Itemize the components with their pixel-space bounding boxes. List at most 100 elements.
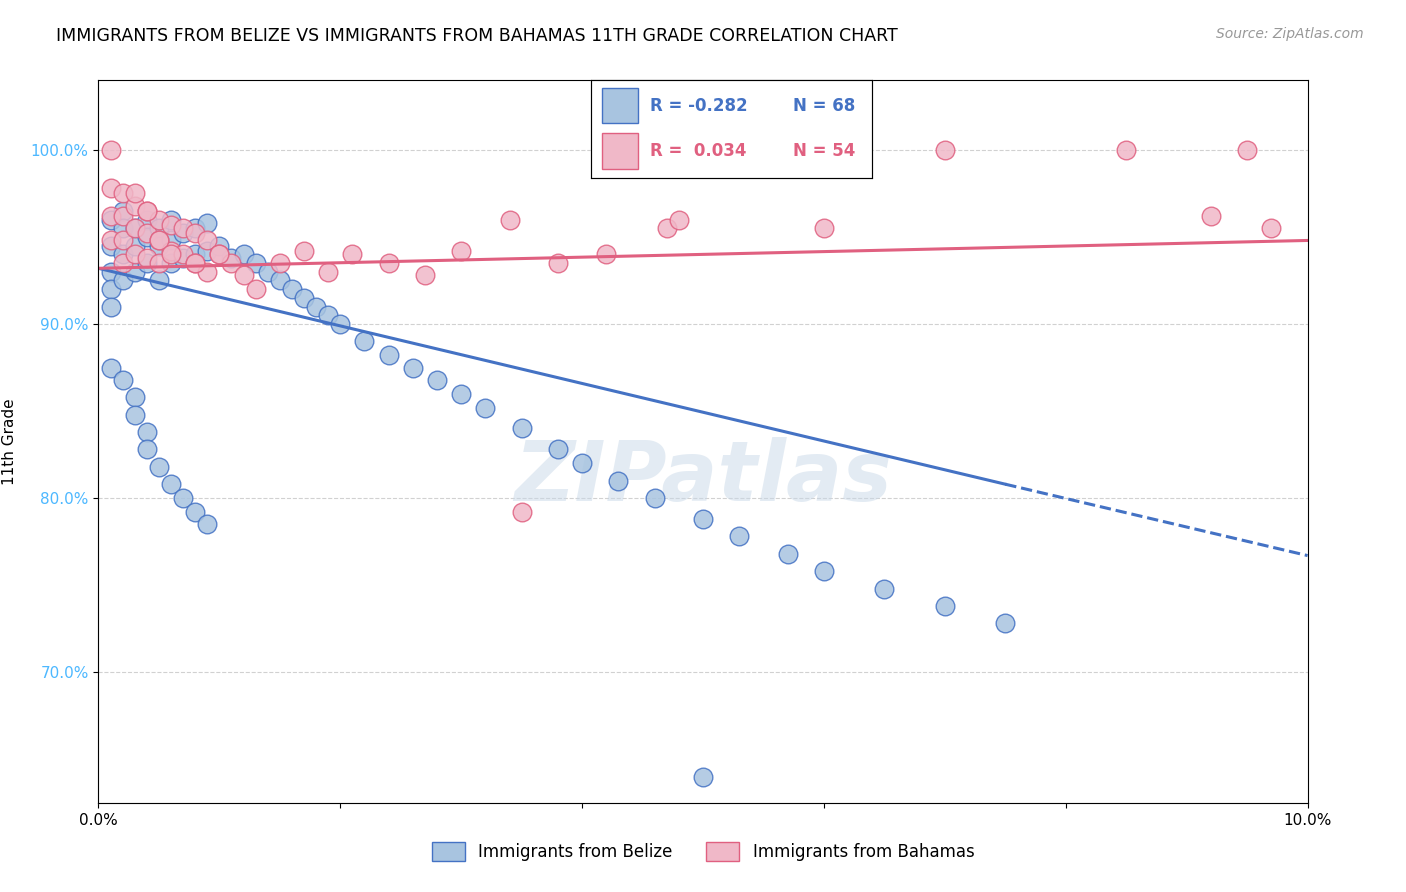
Point xyxy=(595,247,617,261)
Point xyxy=(135,256,157,270)
Text: N = 54: N = 54 xyxy=(793,142,855,160)
Point xyxy=(813,221,835,235)
Point xyxy=(184,221,207,235)
Point xyxy=(208,247,231,261)
Point xyxy=(316,265,339,279)
Text: Source: ZipAtlas.com: Source: ZipAtlas.com xyxy=(1216,27,1364,41)
Point xyxy=(184,247,207,261)
Point xyxy=(135,251,157,265)
Point xyxy=(148,238,170,252)
Point xyxy=(728,529,751,543)
Point xyxy=(269,256,291,270)
Point xyxy=(100,234,122,248)
Point xyxy=(100,181,122,195)
Point xyxy=(353,334,375,349)
Point xyxy=(510,421,533,435)
Point xyxy=(184,256,207,270)
Point xyxy=(571,456,593,470)
Point xyxy=(450,386,472,401)
Point xyxy=(111,209,134,223)
Point xyxy=(184,505,207,519)
Point xyxy=(124,390,146,404)
Point xyxy=(160,212,183,227)
Point xyxy=(1115,143,1137,157)
Point xyxy=(148,459,170,474)
Point xyxy=(474,401,496,415)
Point xyxy=(1260,221,1282,235)
Point xyxy=(776,547,799,561)
Point xyxy=(281,282,304,296)
Point xyxy=(124,238,146,252)
Point xyxy=(124,265,146,279)
Point xyxy=(547,442,569,457)
Point xyxy=(124,221,146,235)
Point xyxy=(135,203,157,218)
Y-axis label: 11th Grade: 11th Grade xyxy=(1,398,17,485)
Point xyxy=(1199,209,1222,223)
Point xyxy=(195,265,218,279)
Point xyxy=(124,186,146,201)
Point xyxy=(377,348,399,362)
Point xyxy=(100,143,122,157)
Point xyxy=(316,308,339,322)
Point xyxy=(934,143,956,157)
Point xyxy=(160,247,183,261)
Point xyxy=(160,244,183,258)
Point xyxy=(655,221,678,235)
Point xyxy=(195,216,218,230)
Point xyxy=(100,282,122,296)
Point xyxy=(245,282,267,296)
Point xyxy=(100,212,122,227)
Point xyxy=(668,212,690,227)
Text: R =  0.034: R = 0.034 xyxy=(650,142,747,160)
Point xyxy=(256,265,278,279)
Point xyxy=(135,203,157,218)
Point xyxy=(450,244,472,258)
Point xyxy=(135,425,157,439)
Point xyxy=(111,247,134,261)
Point xyxy=(135,227,157,241)
Point xyxy=(111,234,134,248)
Point xyxy=(607,474,630,488)
Point xyxy=(221,251,243,265)
Point xyxy=(111,373,134,387)
Point xyxy=(172,251,194,265)
Point xyxy=(305,300,328,314)
Point xyxy=(413,268,436,283)
Point xyxy=(111,186,134,201)
Point xyxy=(813,564,835,578)
Point xyxy=(100,265,122,279)
Text: ZIPatlas: ZIPatlas xyxy=(515,437,891,518)
Point xyxy=(111,203,134,218)
Point xyxy=(208,238,231,252)
Point xyxy=(111,273,134,287)
Point xyxy=(692,770,714,784)
Point xyxy=(342,247,364,261)
Point xyxy=(148,256,170,270)
Point xyxy=(195,517,218,532)
Point xyxy=(172,227,194,241)
Point xyxy=(100,238,122,252)
Point xyxy=(510,505,533,519)
Point xyxy=(644,491,666,505)
Point xyxy=(208,247,231,261)
Point xyxy=(172,221,194,235)
Point xyxy=(184,227,207,241)
Legend: Immigrants from Belize, Immigrants from Bahamas: Immigrants from Belize, Immigrants from … xyxy=(425,835,981,868)
FancyBboxPatch shape xyxy=(602,88,638,123)
Point xyxy=(124,221,146,235)
Point xyxy=(994,616,1017,631)
Point xyxy=(1236,143,1258,157)
Point xyxy=(195,234,218,248)
Point xyxy=(124,247,146,261)
Text: R = -0.282: R = -0.282 xyxy=(650,97,747,115)
Point xyxy=(124,199,146,213)
Point xyxy=(148,221,170,235)
Point xyxy=(100,300,122,314)
Point xyxy=(100,360,122,375)
Point xyxy=(148,273,170,287)
Point xyxy=(148,234,170,248)
Text: N = 68: N = 68 xyxy=(793,97,855,115)
Text: IMMIGRANTS FROM BELIZE VS IMMIGRANTS FROM BAHAMAS 11TH GRADE CORRELATION CHART: IMMIGRANTS FROM BELIZE VS IMMIGRANTS FRO… xyxy=(56,27,898,45)
Point xyxy=(111,221,134,235)
